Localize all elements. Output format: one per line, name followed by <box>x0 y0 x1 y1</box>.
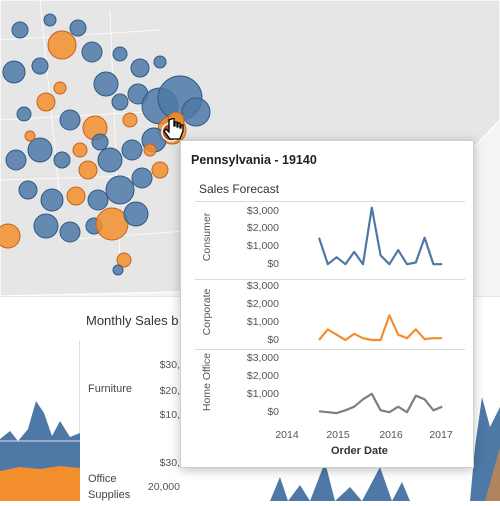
map-bubble-blue[interactable] <box>91 133 109 151</box>
map-bubble-blue[interactable] <box>105 175 135 205</box>
y-tick: $2,000 <box>246 370 279 382</box>
y-tick: $3,000 <box>246 352 279 364</box>
map-bubble-orange[interactable] <box>95 207 129 241</box>
y-tick: $1,000 <box>246 316 279 328</box>
map-bubble-blue[interactable] <box>87 189 109 211</box>
dashboard-title: Monthly Sales b <box>86 313 179 328</box>
map-bubble-blue[interactable] <box>5 149 27 171</box>
row-label-furniture: Furniture <box>88 383 133 395</box>
left-area-chart <box>0 401 80 501</box>
map-bubble-blue[interactable] <box>181 97 211 127</box>
map-bubble-blue[interactable] <box>153 55 167 69</box>
map-bubble-orange[interactable] <box>122 112 138 128</box>
map-bubble-blue[interactable] <box>18 180 38 200</box>
x-axis-title: Order Date <box>331 445 388 457</box>
series-line-corporate[interactable] <box>318 314 443 342</box>
map-bubble-blue[interactable] <box>53 151 71 169</box>
row-label-office-supplies: Office Supplies <box>88 473 131 501</box>
tooltip-panel: Pennsylvania - 19140 Sales Forecast Cons… <box>180 140 474 468</box>
tick-label: $10, <box>159 409 180 421</box>
map-bubble-blue[interactable] <box>59 221 81 243</box>
map-bubble-blue[interactable] <box>81 41 103 63</box>
map-bubble-blue[interactable] <box>131 167 153 189</box>
map-bubble-blue[interactable] <box>112 46 128 62</box>
map-bubble-blue[interactable] <box>33 213 59 239</box>
map-bubble-orange[interactable] <box>24 130 36 142</box>
map-bubble-blue[interactable] <box>69 19 87 37</box>
map-bubble-orange[interactable] <box>47 30 77 60</box>
map-bubble-orange[interactable] <box>66 186 86 206</box>
tick-label: $20, <box>159 385 180 397</box>
map-bubble-blue[interactable] <box>43 13 57 27</box>
map-bubble-blue[interactable] <box>130 58 150 78</box>
map-bubble-blue[interactable] <box>112 264 124 276</box>
y-tick: $0 <box>267 334 279 346</box>
tooltip-title: Pennsylvania - 19140 <box>191 153 317 167</box>
y-tick: $1,000 <box>246 240 279 252</box>
tick-label: 20,000 <box>147 481 180 493</box>
series-line-consumer[interactable] <box>317 206 443 266</box>
map-bubble-blue[interactable] <box>97 147 123 173</box>
y-tick: $0 <box>267 258 279 270</box>
map-bubble-blue[interactable] <box>121 139 143 161</box>
y-tick: $0 <box>267 406 279 418</box>
map-bubble-blue[interactable] <box>123 201 149 227</box>
bottom-area-chart <box>270 462 410 501</box>
divider <box>195 349 465 350</box>
map-bubble-blue[interactable] <box>2 60 26 84</box>
x-tick: 2014 <box>275 429 299 441</box>
map-bubble-blue[interactable] <box>59 109 81 131</box>
x-tick: 2016 <box>379 429 403 441</box>
map-bubble-blue[interactable] <box>111 93 129 111</box>
map-bubble-blue[interactable] <box>27 137 53 163</box>
tick-label: $30, <box>159 359 180 371</box>
map-bubble-orange[interactable] <box>72 142 88 158</box>
map-bubble-orange[interactable] <box>151 161 169 179</box>
map-bubble-blue[interactable] <box>16 106 32 122</box>
map-bubble-orange[interactable] <box>143 143 157 157</box>
map-bubble-orange[interactable] <box>36 92 56 112</box>
y-tick: $2,000 <box>246 298 279 310</box>
y-tick: $2,000 <box>246 222 279 234</box>
x-tick: 2015 <box>326 429 350 441</box>
sales-forecast-chart <box>317 206 443 415</box>
map-bubble-orange[interactable] <box>0 223 21 249</box>
y-tick: $3,000 <box>246 280 279 292</box>
map-bubble-orange[interactable] <box>116 252 132 268</box>
series-line-home-office[interactable] <box>318 392 443 415</box>
y-tick: $1,000 <box>246 388 279 400</box>
tooltip-subtitle: Sales Forecast <box>199 182 280 196</box>
divider <box>195 201 465 202</box>
map-bubble-orange[interactable] <box>53 81 67 95</box>
left-pane <box>0 341 80 501</box>
x-tick: 2017 <box>429 429 453 441</box>
map-bubble-blue[interactable] <box>31 57 49 75</box>
map-bubble-blue[interactable] <box>93 71 119 97</box>
map-bubble-blue[interactable] <box>40 188 64 212</box>
divider <box>195 279 465 280</box>
map-bubble-blue[interactable] <box>11 21 29 39</box>
y-tick: $3,000 <box>246 205 279 217</box>
right-area-chart <box>470 397 500 501</box>
map-bubble-orange[interactable] <box>78 160 98 180</box>
hand-cursor-icon <box>163 118 184 140</box>
tick-label: $30, <box>159 457 180 469</box>
